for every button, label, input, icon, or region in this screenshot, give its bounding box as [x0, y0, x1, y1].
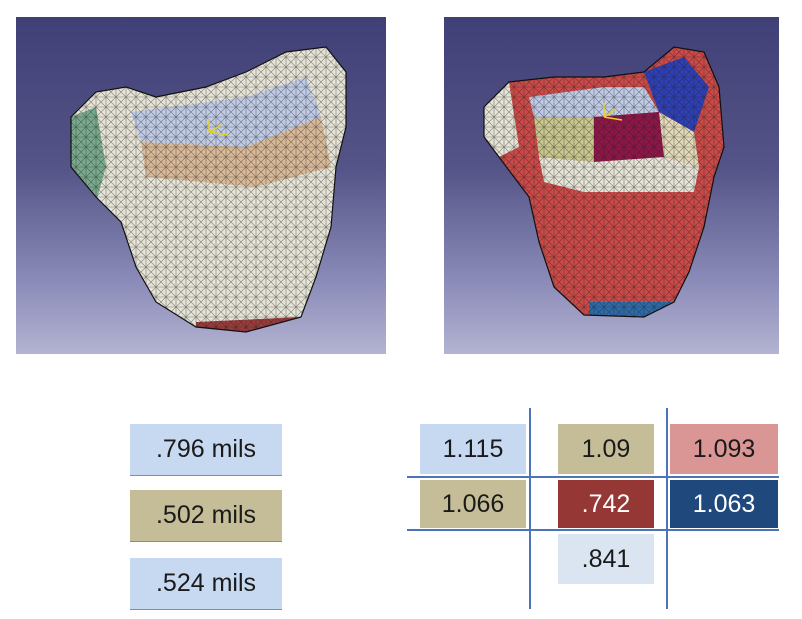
bone-mesh-colored-icon — [483, 46, 725, 318]
grid-cell-r2c1: 1.066 — [420, 480, 526, 528]
mesh-view-left — [16, 17, 386, 354]
grid-divider-vertical-2 — [666, 408, 668, 609]
bone-mesh-icon — [70, 46, 347, 333]
grid-divider-vertical-1 — [529, 408, 531, 609]
grid-cell-r1c1: 1.115 — [420, 424, 526, 474]
left-value-3: .524 mils — [130, 558, 282, 610]
grid-cell-r2c3: 1.063 — [670, 480, 778, 528]
left-value-1: .796 mils — [130, 424, 282, 476]
grid-cell-r2c2: .742 — [558, 480, 654, 528]
grid-cell-r1c2: 1.09 — [558, 424, 654, 474]
mesh-view-right — [444, 17, 779, 354]
grid-divider-horizontal-1 — [407, 476, 779, 478]
grid-divider-horizontal-2 — [407, 529, 779, 531]
grid-cell-r1c3: 1.093 — [670, 424, 778, 474]
left-value-2: .502 mils — [130, 490, 282, 542]
grid-cell-r3c2: .841 — [558, 534, 654, 584]
